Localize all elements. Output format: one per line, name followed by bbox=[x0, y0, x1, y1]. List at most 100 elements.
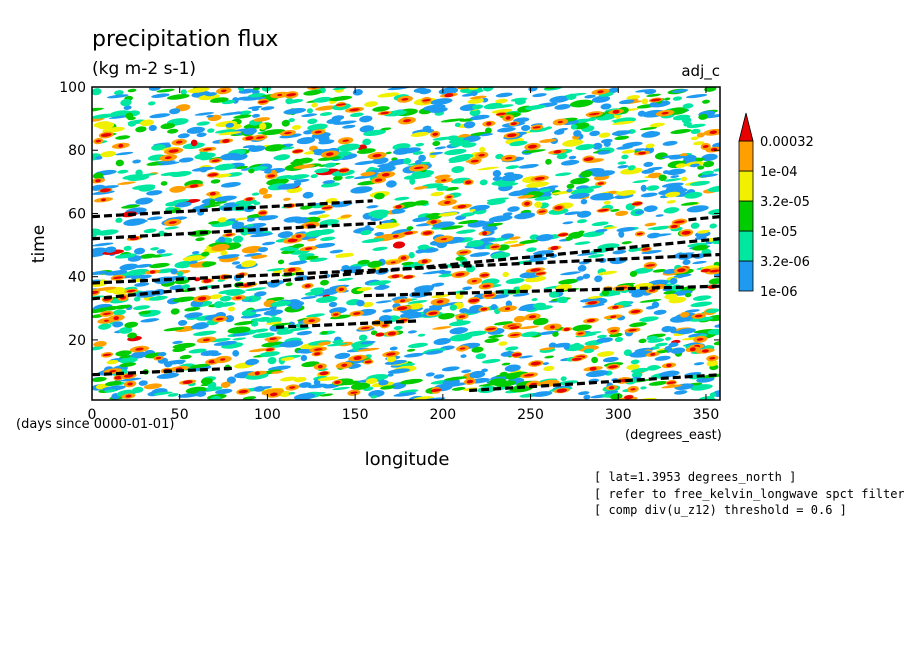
precip-cell bbox=[444, 148, 467, 156]
precip-peak bbox=[677, 268, 686, 273]
precip-cell bbox=[114, 253, 137, 259]
precip-cell bbox=[220, 249, 228, 256]
precip-peak bbox=[386, 352, 396, 356]
precip-peak bbox=[403, 119, 411, 123]
precip-cell bbox=[250, 254, 268, 259]
precip-peak bbox=[265, 348, 274, 351]
precip-cell bbox=[208, 220, 220, 225]
precip-cell bbox=[149, 113, 171, 119]
precip-cell bbox=[683, 154, 697, 162]
precip-cell bbox=[324, 162, 337, 168]
precip-cell bbox=[277, 231, 294, 239]
precip-cell bbox=[428, 303, 453, 308]
precip-peak bbox=[535, 272, 546, 275]
precip-peak bbox=[353, 356, 362, 360]
x-axis-label: longitude bbox=[365, 449, 450, 470]
precip-cell bbox=[582, 273, 591, 279]
precip-cell bbox=[212, 200, 228, 205]
precip-cell bbox=[201, 261, 213, 268]
precip-cell bbox=[707, 329, 720, 335]
precip-cell bbox=[179, 354, 192, 360]
precip-cell bbox=[692, 260, 707, 265]
precip-peak bbox=[374, 178, 383, 182]
precip-cell bbox=[539, 138, 557, 143]
kelvin-track bbox=[92, 221, 382, 241]
precip-peak bbox=[440, 238, 448, 241]
precip-cell bbox=[206, 114, 214, 118]
precip-peak bbox=[126, 289, 136, 293]
precip-cell bbox=[584, 331, 602, 335]
precip-cell bbox=[413, 200, 429, 206]
precip-cell bbox=[449, 304, 457, 311]
precip-cell bbox=[641, 249, 662, 255]
precip-peak bbox=[480, 273, 489, 277]
precip-peak bbox=[95, 179, 101, 183]
precip-cell bbox=[281, 146, 295, 150]
precip-cell bbox=[596, 334, 607, 339]
precip-cell bbox=[531, 298, 538, 302]
precip-peak bbox=[287, 267, 296, 272]
precip-cell bbox=[119, 362, 137, 368]
precip-cell bbox=[176, 360, 185, 365]
precip-cell bbox=[448, 320, 471, 327]
precip-cell bbox=[626, 364, 640, 370]
precip-cell bbox=[165, 201, 178, 207]
precip-cell bbox=[475, 353, 487, 360]
precip-cell bbox=[313, 379, 321, 386]
precip-cell bbox=[315, 296, 338, 303]
precip-cell bbox=[647, 166, 663, 171]
precip-cell bbox=[190, 324, 204, 330]
precip-cell bbox=[327, 342, 348, 347]
precip-peak bbox=[197, 296, 207, 301]
precip-cell bbox=[97, 122, 115, 130]
precip-cell bbox=[270, 300, 292, 307]
precip-cell bbox=[600, 103, 612, 110]
precip-peak bbox=[225, 233, 233, 237]
precip-peak bbox=[222, 139, 230, 143]
precip-cell bbox=[519, 284, 532, 292]
precip-peak bbox=[444, 200, 451, 205]
precip-cell bbox=[549, 95, 570, 103]
precip-cell bbox=[672, 96, 683, 101]
precip-cell bbox=[151, 144, 166, 151]
precip-cell bbox=[696, 132, 705, 138]
precip-cell bbox=[274, 154, 291, 161]
precip-cell bbox=[647, 225, 671, 230]
precip-cell bbox=[132, 159, 141, 164]
precip-peak bbox=[608, 365, 619, 369]
precip-peak bbox=[118, 143, 124, 148]
precip-cell bbox=[320, 236, 336, 241]
precip-cell bbox=[92, 377, 107, 382]
precip-cell bbox=[403, 157, 412, 165]
precip-cell bbox=[304, 290, 324, 296]
precip-cell bbox=[259, 122, 267, 130]
precip-cell bbox=[643, 205, 658, 212]
precip-cell bbox=[603, 226, 618, 230]
precip-cell bbox=[690, 301, 713, 308]
precip-cell bbox=[251, 192, 260, 196]
precip-cell bbox=[641, 98, 649, 105]
precip-cell bbox=[408, 252, 415, 259]
precip-cell bbox=[218, 236, 226, 243]
precip-cell bbox=[468, 87, 479, 90]
precip-cell bbox=[367, 260, 383, 268]
precip-peak bbox=[375, 332, 385, 337]
precip-cell bbox=[307, 123, 328, 131]
precip-peak bbox=[446, 195, 452, 199]
precip-cell bbox=[444, 382, 468, 387]
precip-cell bbox=[469, 109, 481, 117]
precip-cell bbox=[614, 135, 630, 140]
precip-cell bbox=[373, 212, 388, 219]
precip-peak bbox=[650, 352, 656, 356]
precip-peak bbox=[583, 157, 594, 161]
precip-cell bbox=[384, 359, 407, 365]
precip-cell bbox=[393, 147, 412, 155]
precip-cell bbox=[518, 163, 539, 169]
precip-cell bbox=[232, 349, 240, 357]
precip-cell bbox=[633, 148, 646, 152]
precip-cell bbox=[671, 89, 689, 93]
precip-cell bbox=[360, 341, 376, 345]
precip-cell bbox=[645, 143, 655, 149]
precip-cell bbox=[140, 119, 154, 127]
precip-cell bbox=[248, 145, 266, 152]
